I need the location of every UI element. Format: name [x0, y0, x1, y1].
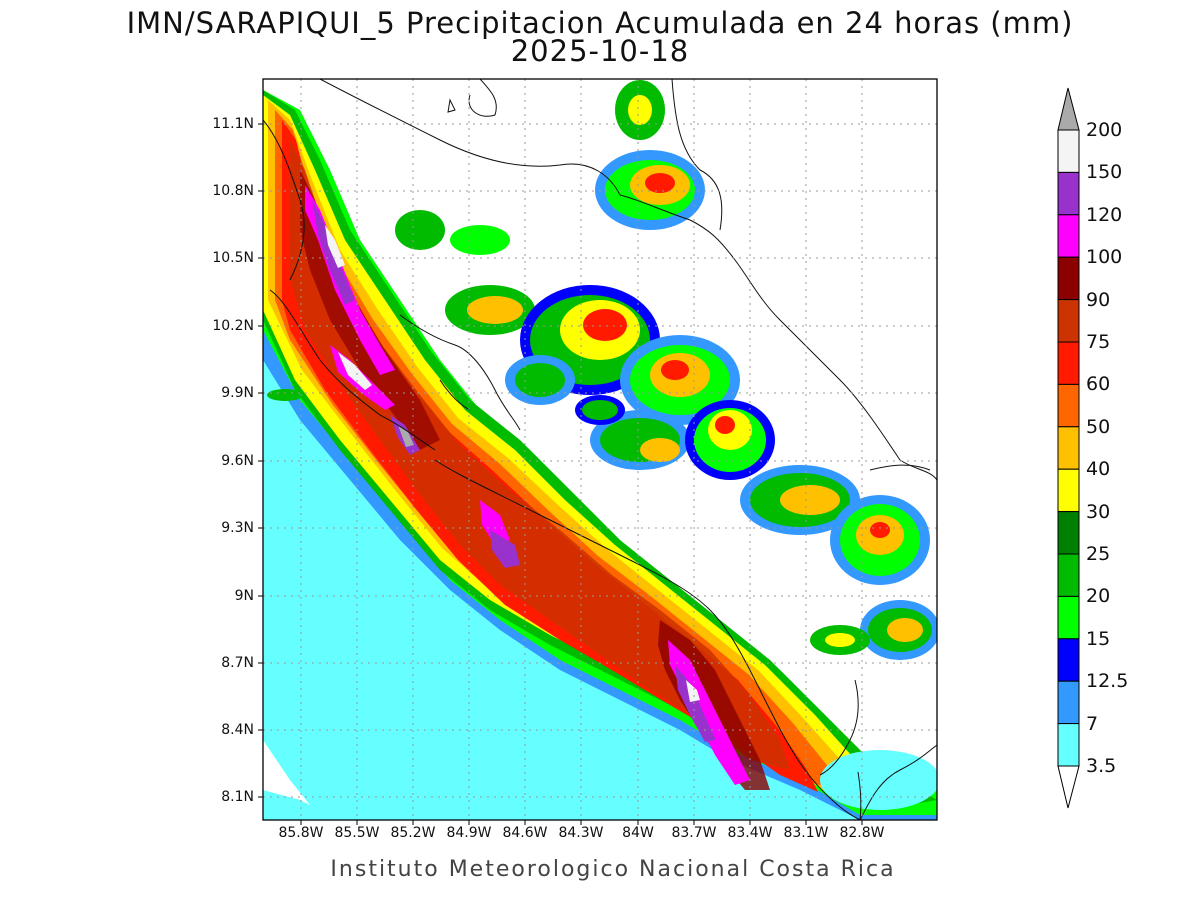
footer-credit: Instituto Meteorologico Nacional Costa R…	[330, 857, 896, 882]
colorbar-label: 60	[1086, 373, 1111, 396]
colorbar-label: 15	[1086, 627, 1111, 650]
lat-label: 10.5N	[212, 250, 254, 266]
colorbar-swatch	[1057, 341, 1080, 385]
colorbar-label: 25	[1086, 543, 1111, 565]
colorbar-label: 50	[1086, 415, 1111, 438]
lon-label: 83.7W	[671, 825, 717, 841]
colorbar-swatch	[1057, 553, 1080, 597]
colorbar-label: 100	[1086, 246, 1123, 269]
lon-label: 84.9W	[446, 825, 492, 841]
pacific-rain-band	[263, 90, 937, 820]
lat-label: 11.1N	[212, 116, 254, 132]
colorbar-label: 12.5	[1086, 670, 1129, 693]
colorbar-swatch	[1057, 256, 1080, 301]
colorbar-swatch	[1057, 468, 1080, 513]
lat-label: 9N	[234, 588, 254, 604]
lat-label: 8.4N	[221, 722, 254, 738]
colorbar-swatch	[1057, 723, 1080, 767]
lon-label: 83.1W	[783, 825, 829, 841]
colorbar-label: 40	[1086, 458, 1111, 481]
lat-label: 9.3N	[221, 520, 254, 536]
map-date: 2025-10-18	[510, 34, 690, 68]
lat-label: 8.1N	[221, 789, 254, 805]
coastlines	[263, 79, 937, 820]
colorbar	[1057, 87, 1080, 809]
colorbar-swatch	[1057, 383, 1080, 428]
lat-label: 9.9N	[221, 385, 254, 401]
colorbar-label: 20	[1086, 585, 1111, 608]
colorbar-under-arrow	[1057, 765, 1080, 809]
map-title: IMN/SARAPIQUI_5 Precipitacion Acumulada …	[126, 6, 1074, 40]
colorbar-label: 30	[1086, 500, 1111, 523]
colorbar-swatch	[1057, 638, 1080, 682]
colorbar-swatch	[1057, 511, 1080, 555]
lon-label: 84.3W	[558, 825, 604, 841]
axis-ticks	[258, 123, 863, 825]
lon-label: 84W	[622, 825, 654, 841]
lon-label: 82.8W	[839, 825, 885, 841]
colorbar-swatch	[1057, 299, 1080, 343]
colorbar-over-arrow	[1057, 87, 1080, 131]
colorbar-swatch	[1057, 680, 1080, 725]
map-frame	[262, 78, 938, 821]
colorbar-swatch	[1057, 595, 1080, 640]
lon-label: 85.5W	[334, 825, 380, 841]
colorbar-label: 75	[1086, 331, 1111, 353]
colorbar-label: 7	[1086, 712, 1099, 735]
lon-label: 85.2W	[390, 825, 436, 841]
lat-label: 10.2N	[212, 318, 254, 334]
lon-label: 83.4W	[727, 825, 773, 841]
lat-label: 9.6N	[221, 453, 254, 469]
lat-label: 8.7N	[221, 655, 254, 671]
precipitation-field	[263, 80, 937, 820]
colorbar-swatch	[1057, 426, 1080, 470]
colorbar-label: 150	[1086, 161, 1123, 184]
colorbar-swatch	[1057, 129, 1080, 173]
pacific-light-rain	[263, 389, 937, 820]
lon-label: 84.6W	[502, 825, 548, 841]
lon-label: 85.8W	[278, 825, 324, 841]
gridlines	[263, 79, 937, 820]
colorbar-label: 120	[1086, 203, 1123, 226]
colorbar-swatch	[1057, 171, 1080, 216]
colorbar-swatch	[1057, 214, 1080, 258]
colorbar-label: 90	[1086, 288, 1111, 311]
colorbar-label: 200	[1086, 119, 1123, 141]
colorbar-label: 3.5	[1086, 755, 1117, 777]
lat-label: 10.8N	[212, 183, 254, 199]
